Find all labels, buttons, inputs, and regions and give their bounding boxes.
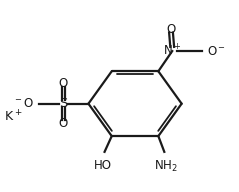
Text: K$^+$: K$^+$ (4, 109, 22, 125)
Text: $\mathregular{{}^-O}$: $\mathregular{{}^-O}$ (13, 97, 34, 110)
Text: HO: HO (94, 159, 112, 172)
Text: O: O (166, 22, 176, 36)
Text: $\mathregular{O^-}$: $\mathregular{O^-}$ (207, 45, 226, 58)
Text: O: O (59, 117, 68, 130)
Text: S: S (59, 97, 68, 110)
Text: O: O (59, 77, 68, 90)
Text: NH$_2$: NH$_2$ (154, 159, 177, 174)
Text: $\mathregular{N^+}$: $\mathregular{N^+}$ (163, 43, 181, 59)
